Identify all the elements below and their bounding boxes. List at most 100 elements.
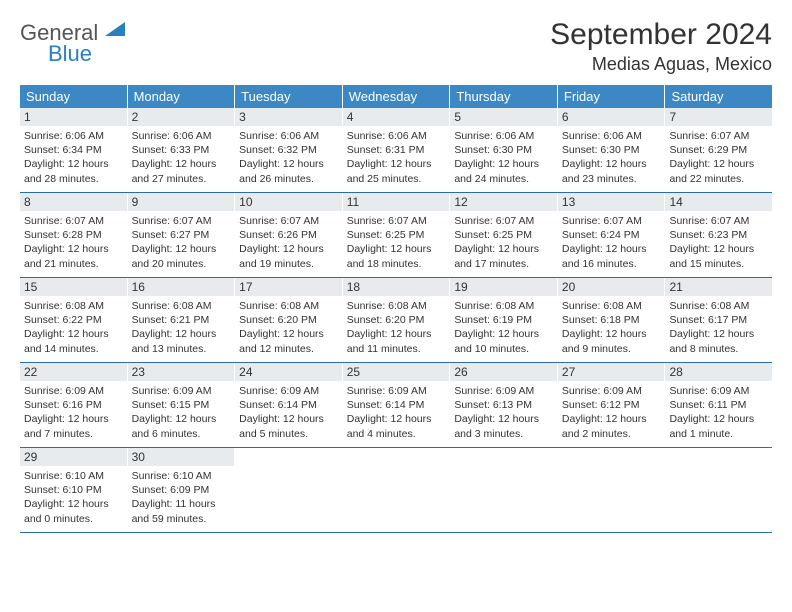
daylight-text-2: and 5 minutes. — [239, 427, 338, 441]
day-cell: 9Sunrise: 6:07 AMSunset: 6:27 PMDaylight… — [128, 193, 236, 277]
day-cell: 3Sunrise: 6:06 AMSunset: 6:32 PMDaylight… — [235, 108, 343, 192]
day-number: 15 — [20, 278, 127, 296]
day-number: 20 — [558, 278, 665, 296]
daylight-text-2: and 18 minutes. — [347, 257, 446, 271]
sunset-text: Sunset: 6:32 PM — [239, 143, 338, 157]
day-details: Sunrise: 6:06 AMSunset: 6:30 PMDaylight:… — [558, 126, 665, 192]
day-details: Sunrise: 6:06 AMSunset: 6:33 PMDaylight:… — [128, 126, 235, 192]
sunset-text: Sunset: 6:22 PM — [24, 313, 123, 327]
sunset-text: Sunset: 6:31 PM — [347, 143, 446, 157]
daylight-text-1: Daylight: 12 hours — [562, 327, 661, 341]
day-details: Sunrise: 6:06 AMSunset: 6:34 PMDaylight:… — [20, 126, 127, 192]
sunset-text: Sunset: 6:34 PM — [24, 143, 123, 157]
day-number: 2 — [128, 108, 235, 126]
day-cell: 15 Sunrise: 6:08 AMSunset: 6:22 PMDayligh… — [20, 278, 128, 362]
daylight-text-1: Daylight: 12 hours — [24, 327, 123, 341]
daylight-text-2: and 7 minutes. — [24, 427, 123, 441]
sunrise-text: Sunrise: 6:07 AM — [562, 214, 661, 228]
day-details: Sunrise: 6:09 AMSunset: 6:11 PMDaylight:… — [665, 381, 772, 447]
day-details: Sunrise: 6:07 AMSunset: 6:23 PMDaylight:… — [665, 211, 772, 277]
day-number: 14 — [665, 193, 772, 211]
day-details: Sunrise: 6:09 AMSunset: 6:12 PMDaylight:… — [558, 381, 665, 447]
daylight-text-2: and 25 minutes. — [347, 172, 446, 186]
day-cell: 24Sunrise: 6:09 AMSunset: 6:14 PMDayligh… — [235, 363, 343, 447]
day-details: Sunrise: 6:08 AMSunset: 6:19 PMDaylight:… — [450, 296, 557, 362]
day-cell — [235, 448, 343, 532]
day-cell: 16Sunrise: 6:08 AMSunset: 6:21 PMDayligh… — [128, 278, 236, 362]
day-details: Sunrise: 6:07 AMSunset: 6:27 PMDaylight:… — [128, 211, 235, 277]
daylight-text-1: Daylight: 12 hours — [239, 242, 338, 256]
day-cell: 26Sunrise: 6:09 AMSunset: 6:13 PMDayligh… — [450, 363, 558, 447]
daylight-text-1: Daylight: 12 hours — [132, 242, 231, 256]
location: Medias Aguas, Mexico — [550, 54, 772, 75]
day-details: Sunrise: 6:09 AMSunset: 6:14 PMDaylight:… — [343, 381, 450, 447]
day-details: Sunrise: 6:09 AMSunset: 6:16 PMDaylight:… — [20, 381, 127, 447]
sunset-text: Sunset: 6:11 PM — [669, 398, 768, 412]
sunset-text: Sunset: 6:20 PM — [347, 313, 446, 327]
day-cell: 29Sunrise: 6:10 AMSunset: 6:10 PMDayligh… — [20, 448, 128, 532]
day-details: Sunrise: 6:08 AMSunset: 6:17 PMDaylight:… — [665, 296, 772, 362]
daylight-text-2: and 23 minutes. — [562, 172, 661, 186]
sunset-text: Sunset: 6:21 PM — [132, 313, 231, 327]
sunrise-text: Sunrise: 6:06 AM — [347, 129, 446, 143]
logo-text-line2: Blue — [48, 43, 125, 65]
day-cell: 17Sunrise: 6:08 AMSunset: 6:20 PMDayligh… — [235, 278, 343, 362]
day-details: Sunrise: 6:06 AMSunset: 6:31 PMDaylight:… — [343, 126, 450, 192]
day-cell: 12Sunrise: 6:07 AMSunset: 6:25 PMDayligh… — [450, 193, 558, 277]
day-details: Sunrise: 6:10 AMSunset: 6:10 PMDaylight:… — [20, 466, 127, 532]
sunset-text: Sunset: 6:26 PM — [239, 228, 338, 242]
day-details: Sunrise: 6:07 AMSunset: 6:25 PMDaylight:… — [450, 211, 557, 277]
day-number: 18 — [343, 278, 450, 296]
day-cell: 14Sunrise: 6:07 AMSunset: 6:23 PMDayligh… — [665, 193, 772, 277]
day-cell: 1Sunrise: 6:06 AMSunset: 6:34 PMDaylight… — [20, 108, 128, 192]
sunrise-text: Sunrise: 6:08 AM — [562, 299, 661, 313]
weekday-header: Tuesday — [235, 85, 343, 108]
day-number: 12 — [450, 193, 557, 211]
sunrise-text: Sunrise: 6:08 AM — [24, 299, 123, 313]
week-row: 8Sunrise: 6:07 AMSunset: 6:28 PMDaylight… — [20, 193, 772, 278]
day-number: 26 — [450, 363, 557, 381]
sunset-text: Sunset: 6:25 PM — [454, 228, 553, 242]
sunrise-text: Sunrise: 6:08 AM — [239, 299, 338, 313]
page-header: General Blue September 2024 Medias Aguas… — [20, 18, 772, 75]
sunset-text: Sunset: 6:20 PM — [239, 313, 338, 327]
daylight-text-2: and 21 minutes. — [24, 257, 123, 271]
daylight-text-1: Daylight: 12 hours — [347, 327, 446, 341]
day-cell: 13Sunrise: 6:07 AMSunset: 6:24 PMDayligh… — [558, 193, 666, 277]
day-cell: 20Sunrise: 6:08 AMSunset: 6:18 PMDayligh… — [558, 278, 666, 362]
daylight-text-2: and 28 minutes. — [24, 172, 123, 186]
weekday-header: Thursday — [450, 85, 558, 108]
daylight-text-1: Daylight: 12 hours — [24, 242, 123, 256]
daylight-text-2: and 27 minutes. — [132, 172, 231, 186]
day-cell: 19Sunrise: 6:08 AMSunset: 6:19 PMDayligh… — [450, 278, 558, 362]
day-cell: 11Sunrise: 6:07 AMSunset: 6:25 PMDayligh… — [343, 193, 451, 277]
sunrise-text: Sunrise: 6:07 AM — [347, 214, 446, 228]
day-cell — [343, 448, 451, 532]
sunrise-text: Sunrise: 6:08 AM — [347, 299, 446, 313]
sunset-text: Sunset: 6:12 PM — [562, 398, 661, 412]
daylight-text-2: and 1 minute. — [669, 427, 768, 441]
daylight-text-2: and 14 minutes. — [24, 342, 123, 356]
day-number: 8 — [20, 193, 127, 211]
sunrise-text: Sunrise: 6:09 AM — [239, 384, 338, 398]
sunrise-text: Sunrise: 6:06 AM — [454, 129, 553, 143]
day-number: 24 — [235, 363, 342, 381]
day-number: 4 — [343, 108, 450, 126]
daylight-text-2: and 20 minutes. — [132, 257, 231, 271]
sunset-text: Sunset: 6:24 PM — [562, 228, 661, 242]
day-details: Sunrise: 6:07 AMSunset: 6:26 PMDaylight:… — [235, 211, 342, 277]
day-number: 16 — [128, 278, 235, 296]
sunrise-text: Sunrise: 6:09 AM — [669, 384, 768, 398]
day-cell: 2Sunrise: 6:06 AMSunset: 6:33 PMDaylight… — [128, 108, 236, 192]
daylight-text-1: Daylight: 12 hours — [24, 497, 123, 511]
sunset-text: Sunset: 6:13 PM — [454, 398, 553, 412]
daylight-text-1: Daylight: 12 hours — [562, 242, 661, 256]
day-details: Sunrise: 6:08 AMSunset: 6:18 PMDaylight:… — [558, 296, 665, 362]
sunrise-text: Sunrise: 6:07 AM — [132, 214, 231, 228]
daylight-text-1: Daylight: 12 hours — [347, 242, 446, 256]
sunrise-text: Sunrise: 6:09 AM — [454, 384, 553, 398]
day-cell: 27Sunrise: 6:09 AMSunset: 6:12 PMDayligh… — [558, 363, 666, 447]
daylight-text-2: and 8 minutes. — [669, 342, 768, 356]
sunrise-text: Sunrise: 6:07 AM — [669, 129, 768, 143]
day-details: Sunrise: 6:10 AMSunset: 6:09 PMDaylight:… — [128, 466, 235, 532]
